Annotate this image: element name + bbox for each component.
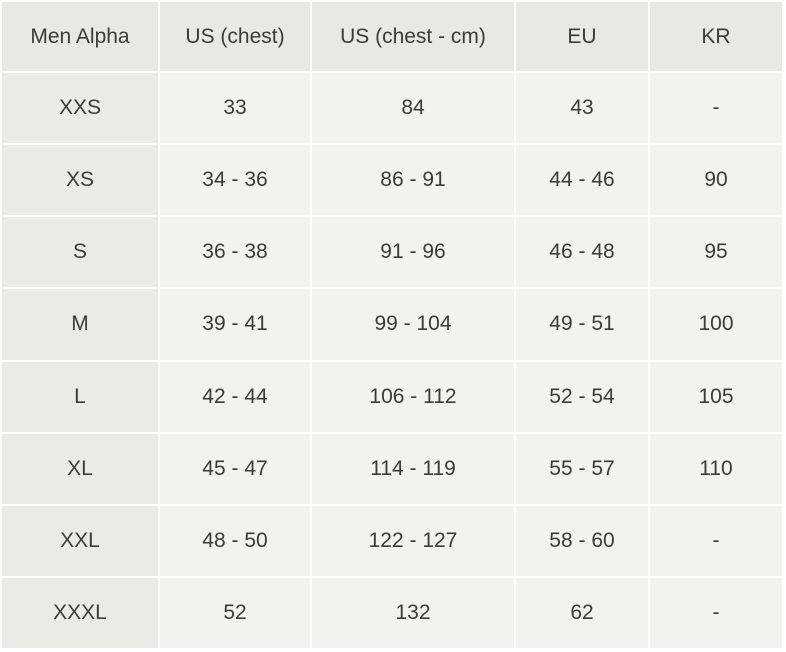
eu-cell: 46 - 48: [516, 217, 648, 288]
size-label-cell: L: [2, 361, 158, 432]
us-chest-cm-cell: 132: [312, 577, 514, 648]
table-row: XS 34 - 36 86 - 91 44 - 46 90: [2, 145, 782, 216]
us-chest-cell: 39 - 41: [160, 289, 310, 360]
eu-cell: 49 - 51: [516, 289, 648, 360]
kr-cell: 110: [650, 433, 782, 504]
header-us-chest: US (chest): [160, 2, 310, 71]
eu-cell: 52 - 54: [516, 361, 648, 432]
us-chest-cell: 36 - 38: [160, 217, 310, 288]
table-row: XL 45 - 47 114 - 119 55 - 57 110: [2, 433, 782, 504]
size-label-cell: XXL: [2, 505, 158, 576]
eu-cell: 58 - 60: [516, 505, 648, 576]
kr-cell: 95: [650, 217, 782, 288]
eu-cell: 55 - 57: [516, 433, 648, 504]
table-row: XXS 33 84 43 -: [2, 73, 782, 144]
table-row: S 36 - 38 91 - 96 46 - 48 95: [2, 217, 782, 288]
kr-cell: -: [650, 577, 782, 648]
table-body: XXS 33 84 43 - XS 34 - 36 86 - 91 44 - 4…: [2, 73, 782, 648]
table-row: XXL 48 - 50 122 - 127 58 - 60 -: [2, 505, 782, 576]
header-eu: EU: [516, 2, 648, 71]
table-row: L 42 - 44 106 - 112 52 - 54 105: [2, 361, 782, 432]
us-chest-cell: 34 - 36: [160, 145, 310, 216]
kr-cell: -: [650, 73, 782, 144]
eu-cell: 43: [516, 73, 648, 144]
header-us-chest-cm: US (chest - cm): [312, 2, 514, 71]
size-label-cell: XL: [2, 433, 158, 504]
size-label-cell: XXS: [2, 73, 158, 144]
us-chest-cell: 52: [160, 577, 310, 648]
us-chest-cell: 48 - 50: [160, 505, 310, 576]
header-kr: KR: [650, 2, 782, 71]
kr-cell: -: [650, 505, 782, 576]
us-chest-cm-cell: 114 - 119: [312, 433, 514, 504]
size-label-cell: M: [2, 289, 158, 360]
us-chest-cm-cell: 99 - 104: [312, 289, 514, 360]
us-chest-cm-cell: 86 - 91: [312, 145, 514, 216]
us-chest-cm-cell: 122 - 127: [312, 505, 514, 576]
header-row: Men Alpha US (chest) US (chest - cm) EU …: [2, 2, 782, 71]
kr-cell: 90: [650, 145, 782, 216]
kr-cell: 105: [650, 361, 782, 432]
us-chest-cm-cell: 91 - 96: [312, 217, 514, 288]
us-chest-cm-cell: 84: [312, 73, 514, 144]
eu-cell: 62: [516, 577, 648, 648]
us-chest-cell: 33: [160, 73, 310, 144]
us-chest-cell: 42 - 44: [160, 361, 310, 432]
eu-cell: 44 - 46: [516, 145, 648, 216]
header-men-alpha: Men Alpha: [2, 2, 158, 71]
table-header: Men Alpha US (chest) US (chest - cm) EU …: [2, 2, 782, 71]
us-chest-cm-cell: 106 - 112: [312, 361, 514, 432]
size-label-cell: XS: [2, 145, 158, 216]
kr-cell: 100: [650, 289, 782, 360]
us-chest-cell: 45 - 47: [160, 433, 310, 504]
table-row: XXXL 52 132 62 -: [2, 577, 782, 648]
size-label-cell: S: [2, 217, 158, 288]
size-label-cell: XXXL: [2, 577, 158, 648]
table-row: M 39 - 41 99 - 104 49 - 51 100: [2, 289, 782, 360]
